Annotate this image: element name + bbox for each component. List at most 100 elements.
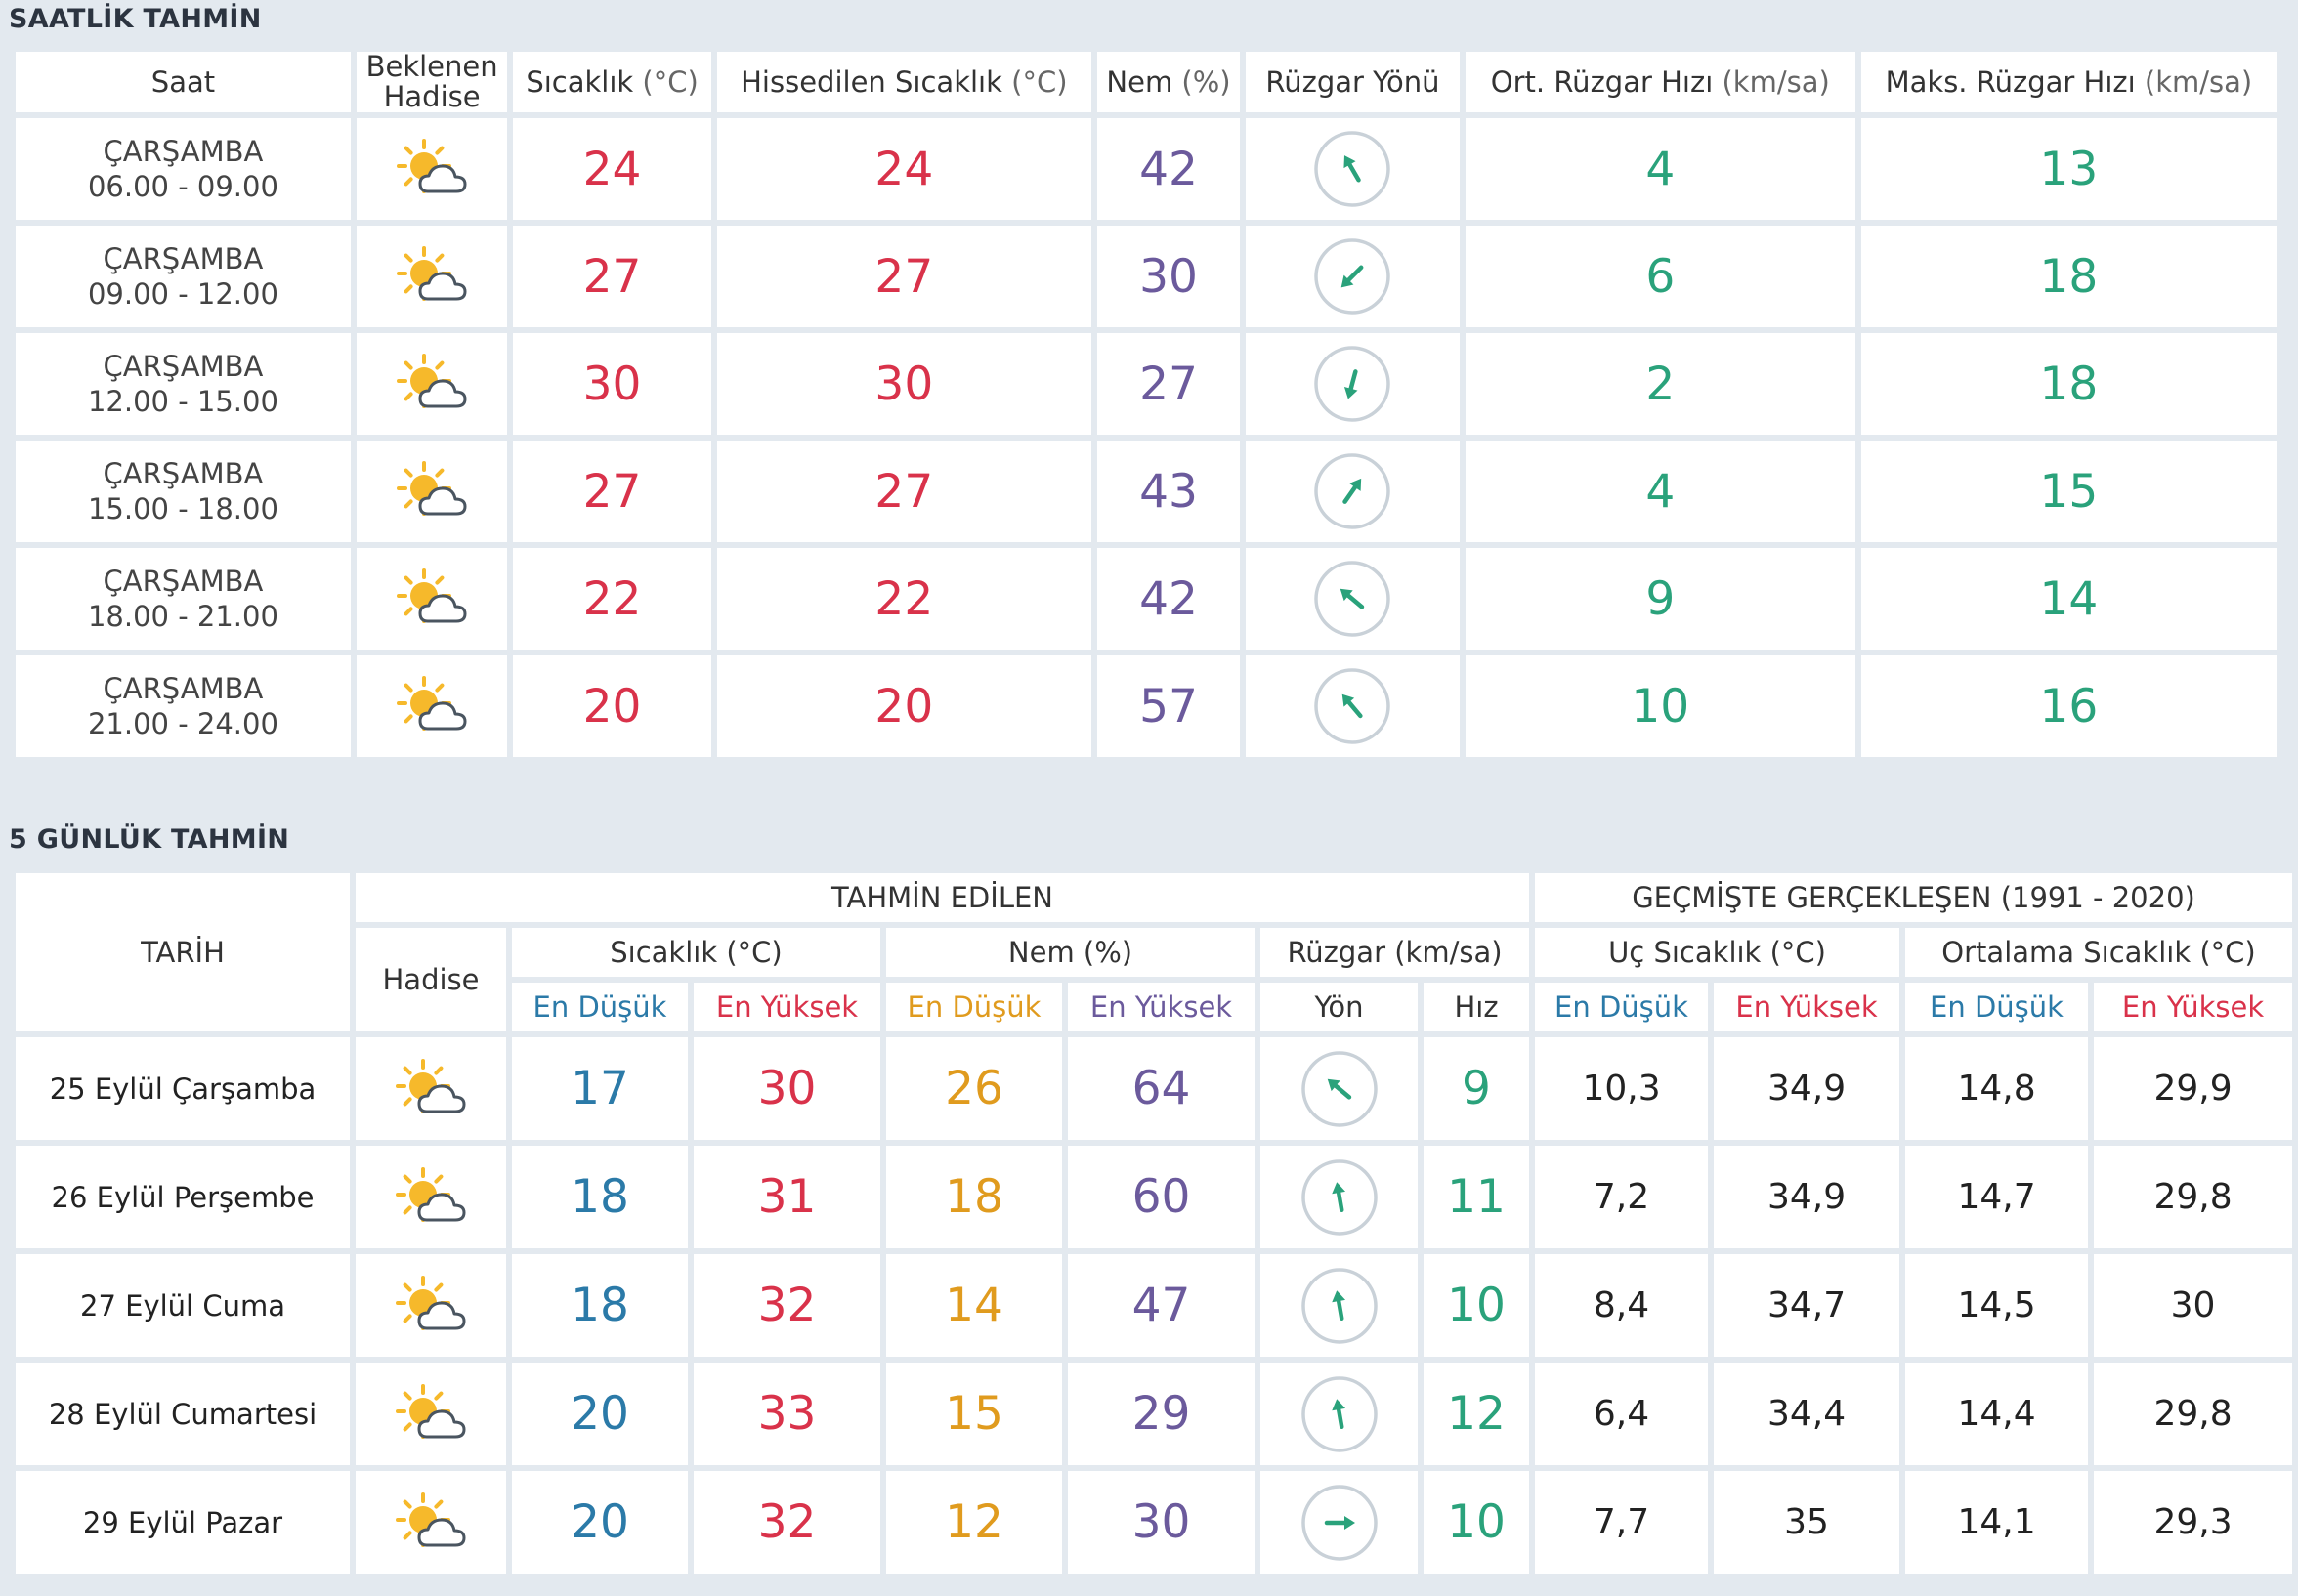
hourly-wind-direction	[1246, 441, 1460, 542]
col-header-ruzgar-yonu: Rüzgar Yönü	[1246, 52, 1460, 112]
wind-direction-icon	[1314, 453, 1391, 529]
hourly-weather-cell	[356, 548, 508, 650]
hourly-feels-like: 30	[716, 333, 1091, 435]
ort-ruzgar-unit: (km/sa)	[1722, 65, 1830, 99]
daily-header-row-1: TARİH TAHMİN EDİLEN GEÇMİŞTE GERÇEKLEŞEN…	[16, 873, 2293, 1031]
hourly-time-cell: ÇARŞAMBA 06.00 - 09.00	[16, 118, 351, 220]
col-header-gecmiste: GEÇMİŞTE GERÇEKLEŞEN (1991 - 2020)	[1535, 873, 2293, 922]
wind-direction-icon	[1314, 668, 1391, 744]
daily-average-max: 29,9	[2094, 1037, 2293, 1140]
hourly-time-range: 12.00 - 15.00	[87, 385, 278, 418]
daily-row: 28 Eylül Cumartesi 20 33 15 29 12 6,4 34,4 14,4 2…	[16, 1363, 2293, 1465]
partly-cloudy-icon	[396, 1383, 466, 1439]
hourly-feels-like: 20	[716, 655, 1091, 757]
col-header-maks-ruzgar: Maks. Rüzgar Hızı (km/sa)	[1860, 52, 2277, 112]
hourly-wind-avg: 6	[1465, 226, 1855, 327]
hissedilen-unit: (°C)	[1011, 65, 1068, 99]
partly-cloudy-icon	[396, 1058, 466, 1113]
daily-weather-cell	[356, 1254, 506, 1357]
wind-direction-icon	[1314, 238, 1391, 315]
daily-section-title: 5 GÜNLÜK TAHMİN	[9, 824, 290, 855]
daily-temp-min: 18	[512, 1146, 688, 1248]
daily-extreme-max: 34,9	[1714, 1037, 1900, 1140]
daily-humidity-max: 60	[1068, 1146, 1255, 1248]
subheader-hiz: Hız	[1424, 983, 1530, 1031]
daily-weather-cell	[356, 1037, 506, 1140]
daily-humidity-max: 64	[1068, 1037, 1255, 1140]
daily-weather-cell	[356, 1146, 506, 1248]
sicaklik-label: Sıcaklık	[526, 65, 634, 99]
hourly-temp: 20	[513, 655, 711, 757]
daily-wind-speed: 11	[1424, 1146, 1530, 1248]
hadise-label-line2: Hadise	[383, 80, 481, 112]
wind-direction-icon	[1300, 1158, 1378, 1236]
hourly-time-range: 15.00 - 18.00	[87, 492, 278, 525]
daily-humidity-min: 12	[886, 1471, 1062, 1574]
hourly-weather-cell	[356, 226, 508, 327]
subheader-avg-max: En Yüksek	[2094, 983, 2293, 1031]
sicaklik-unit: (°C)	[642, 65, 699, 99]
hourly-feels-like: 27	[716, 441, 1091, 542]
hourly-wind-max: 16	[1860, 655, 2277, 757]
partly-cloudy-icon	[397, 354, 467, 408]
col-header-nem: Nem (%)	[886, 928, 1255, 977]
daily-wind-direction	[1260, 1146, 1418, 1248]
daily-temp-max: 30	[694, 1037, 880, 1140]
hourly-day: ÇARŞAMBA	[103, 242, 264, 275]
hourly-humidity: 27	[1096, 333, 1241, 435]
daily-humidity-min: 26	[886, 1037, 1062, 1140]
daily-extreme-min: 10,3	[1535, 1037, 1709, 1140]
hourly-temp: 24	[513, 118, 711, 220]
wind-direction-icon	[1300, 1484, 1378, 1561]
hourly-row: ÇARŞAMBA 12.00 - 15.00 30 30 27 2 18	[16, 333, 2277, 435]
daily-humidity-max: 30	[1068, 1471, 1255, 1574]
daily-wind-speed: 12	[1424, 1363, 1530, 1465]
hourly-time-cell: ÇARŞAMBA 18.00 - 21.00	[16, 548, 351, 650]
daily-humidity-min: 15	[886, 1363, 1062, 1465]
daily-average-min: 14,4	[1905, 1363, 2089, 1465]
daily-weather-cell	[356, 1363, 506, 1465]
hourly-temp: 30	[513, 333, 711, 435]
daily-temp-max: 33	[694, 1363, 880, 1465]
col-header-nem: Nem (%)	[1096, 52, 1241, 112]
hourly-row: ÇARŞAMBA 21.00 - 24.00 20 20 57 10 16	[16, 655, 2277, 757]
hourly-temp: 27	[513, 441, 711, 542]
hourly-humidity: 42	[1096, 548, 1241, 650]
subheader-yon: Yön	[1260, 983, 1418, 1031]
subheader-temp-max: En Yüksek	[694, 983, 880, 1031]
daily-date: 26 Eylül Perşembe	[16, 1146, 350, 1248]
maks-ruzgar-label: Maks. Rüzgar Hızı	[1885, 65, 2136, 99]
wind-direction-icon	[1314, 346, 1391, 422]
daily-wind-speed: 10	[1424, 1471, 1530, 1574]
partly-cloudy-icon	[397, 139, 467, 193]
hourly-wind-direction	[1246, 118, 1460, 220]
col-header-ort-sicaklik: Ortalama Sıcaklık (°C)	[1905, 928, 2293, 977]
daily-weather-cell	[356, 1471, 506, 1574]
col-header-ort-ruzgar: Ort. Rüzgar Hızı (km/sa)	[1465, 52, 1855, 112]
col-header-sicaklik: Sıcaklık (°C)	[512, 928, 880, 977]
hourly-time-cell: ÇARŞAMBA 09.00 - 12.00	[16, 226, 351, 327]
daily-average-min: 14,7	[1905, 1146, 2089, 1248]
daily-row: 29 Eylül Pazar 20 32 12 30 10 7,7 35 14,1 29,3	[16, 1471, 2293, 1574]
hourly-day: ÇARŞAMBA	[103, 135, 264, 168]
daily-extreme-min: 6,4	[1535, 1363, 1709, 1465]
daily-date: 27 Eylül Cuma	[16, 1254, 350, 1357]
hourly-header-row: Saat Beklenen Hadise Sıcaklık (°C) Hissed…	[16, 52, 2277, 112]
daily-date: 25 Eylül Çarşamba	[16, 1037, 350, 1140]
daily-temp-min: 18	[512, 1254, 688, 1357]
daily-date: 29 Eylül Pazar	[16, 1471, 350, 1574]
col-header-saat: Saat	[16, 52, 351, 112]
maks-ruzgar-unit: (km/sa)	[2144, 65, 2253, 99]
wind-direction-icon	[1314, 131, 1391, 207]
hourly-weather-cell	[356, 655, 508, 757]
partly-cloudy-icon	[396, 1275, 466, 1330]
daily-average-min: 14,1	[1905, 1471, 2089, 1574]
col-header-uc-sicaklik: Uç Sıcaklık (°C)	[1535, 928, 1900, 977]
wind-direction-icon	[1300, 1267, 1378, 1344]
daily-extreme-max: 34,9	[1714, 1146, 1900, 1248]
daily-extreme-max: 34,7	[1714, 1254, 1900, 1357]
hourly-wind-max: 14	[1860, 548, 2277, 650]
daily-wind-speed: 10	[1424, 1254, 1530, 1357]
wind-direction-icon	[1300, 1375, 1378, 1452]
hourly-wind-direction	[1246, 548, 1460, 650]
